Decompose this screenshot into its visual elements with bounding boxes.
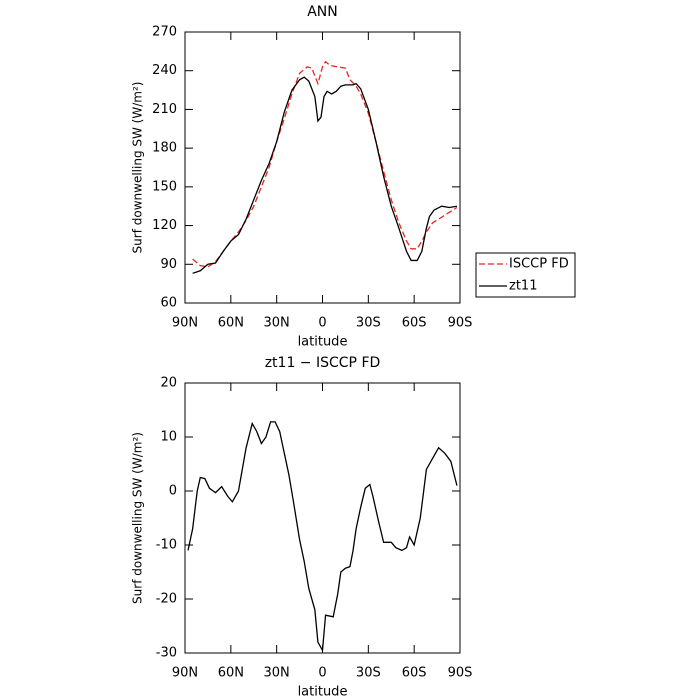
y-tick-label: -10 <box>156 538 177 553</box>
y-tick-label: 180 <box>152 141 177 156</box>
y-tick-label: 10 <box>160 430 177 445</box>
x-tick-label: 90N <box>172 316 198 331</box>
x-tick-label: 90S <box>448 316 473 331</box>
plot-frame <box>184 382 461 654</box>
x-tick-label: 0 <box>318 316 326 331</box>
y-axis-label: Surf downwelling SW (W/m²) <box>131 432 145 604</box>
chart-title: zt11 − ISCCP FD <box>265 355 381 371</box>
y-tick-label: 270 <box>152 25 177 40</box>
data-line <box>192 76 458 274</box>
y-tick-label: 120 <box>152 218 177 233</box>
y-tick-label: 90 <box>160 257 177 272</box>
x-tick-label: 90S <box>448 666 473 681</box>
x-tick-label: 30N <box>264 666 290 681</box>
x-tick-label: 30S <box>356 316 381 331</box>
x-axis-label: latitude <box>298 335 348 350</box>
x-tick-label: 30N <box>264 316 290 331</box>
y-tick-label: 60 <box>160 296 177 311</box>
y-tick-label: -20 <box>156 592 177 607</box>
x-tick-label: 60S <box>402 666 427 681</box>
x-axis-label: latitude <box>298 685 348 700</box>
x-tick-label: 60N <box>218 316 244 331</box>
y-tick-label: 150 <box>152 179 177 194</box>
y-tick-label: 210 <box>152 102 177 117</box>
y-tick-label: -30 <box>156 646 177 661</box>
y-axis-label: Surf downwelling SW (W/m²) <box>131 82 145 254</box>
plot-frame <box>184 31 461 304</box>
legend-label: zt11 <box>509 279 537 294</box>
data-line <box>187 421 458 653</box>
x-tick-label: 60S <box>402 316 427 331</box>
y-tick-label: 20 <box>160 376 177 391</box>
data-line <box>192 60 458 268</box>
x-tick-label: 60N <box>218 666 244 681</box>
y-tick-label: 240 <box>152 63 177 78</box>
legend-box <box>475 252 576 298</box>
y-tick-label: 0 <box>169 484 177 499</box>
legend-label: ISCCP FD <box>509 257 569 272</box>
x-tick-label: 30S <box>356 666 381 681</box>
x-tick-label: 90N <box>172 666 198 681</box>
chart-title: ANN <box>307 4 338 20</box>
x-tick-label: 0 <box>318 666 326 681</box>
